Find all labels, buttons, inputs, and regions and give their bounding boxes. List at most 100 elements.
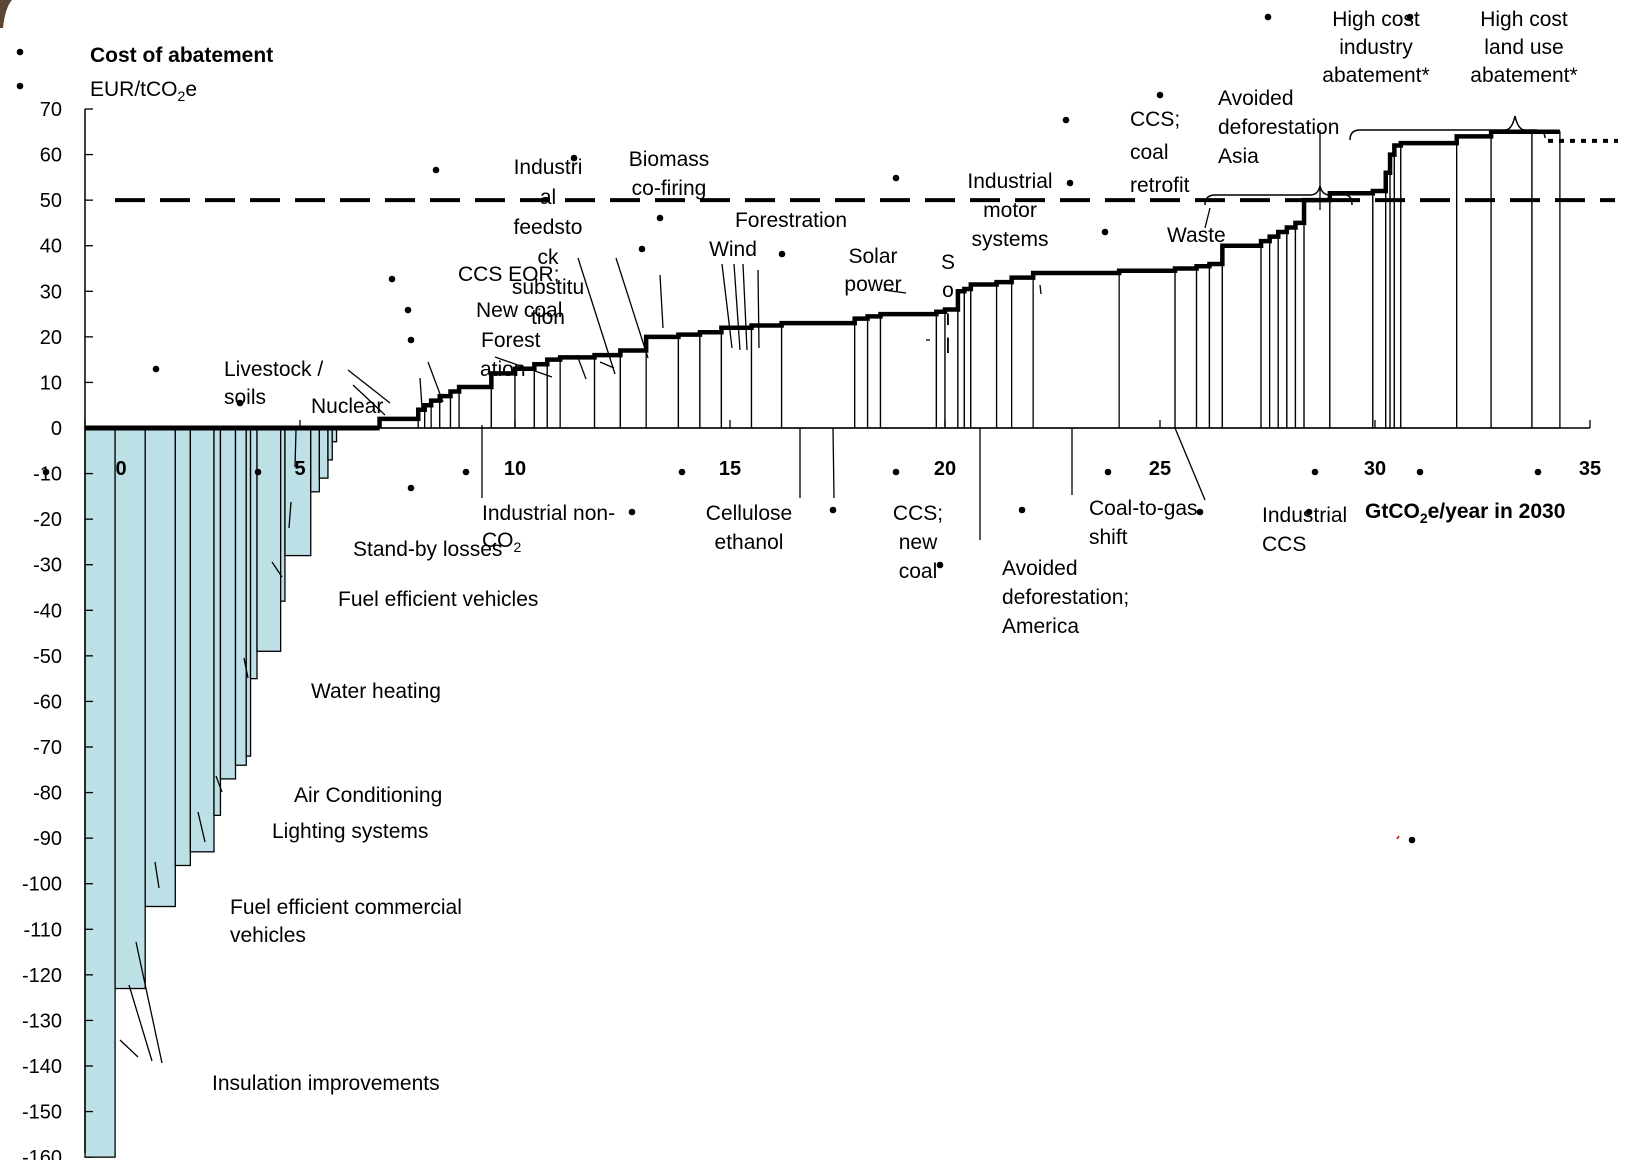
- label-line: systems: [971, 228, 1048, 251]
- label-industrial-non-co2-b: CO2: [482, 529, 522, 555]
- leader-line-7: [271, 561, 283, 578]
- cost-bar-45: [963, 288, 972, 429]
- y-tick-label: -70: [33, 737, 62, 759]
- cost-bar-42: [935, 311, 946, 429]
- labels-layer: Insulation improvements Fuel efficient co…: [16, 8, 1578, 1095]
- label-line: coal: [1130, 141, 1169, 164]
- cost-bar-50: [1118, 270, 1176, 429]
- label-avoided-deforestation-asia: Avoided deforestation Asia: [1218, 87, 1339, 168]
- axes-layer: 706050403020100-10-20-30-40-50-60-70-80-…: [22, 99, 1601, 1160]
- cost-bar-53: [1208, 263, 1223, 429]
- label-high-cost-land-use: High cost land use abatement*: [1470, 8, 1577, 87]
- bullet-dot-32: [1406, 13, 1414, 21]
- cost-bar-28: [533, 363, 548, 429]
- leader-line-22: [733, 263, 741, 351]
- bullet-dot-26: [1101, 228, 1109, 236]
- y-tick-label: -40: [33, 600, 62, 622]
- bullet-dot-9: [407, 336, 415, 344]
- label-line: CCS;: [1130, 108, 1180, 131]
- label-line: Forestration: [735, 209, 847, 232]
- cost-bar-55: [1260, 240, 1271, 429]
- cost-bar-51: [1174, 267, 1198, 429]
- label-water-heating: Water heating: [311, 680, 441, 703]
- label-forestation-1b: ation: [480, 358, 526, 381]
- label-industrial-non-co2: Industrial non-: [482, 502, 615, 525]
- cost-bar-38: [780, 322, 856, 429]
- x-tick-label: 30: [1364, 458, 1386, 480]
- label-ccs-coal-retrofit: CCS; coal retrofit: [1130, 108, 1190, 197]
- label-industrial-ccs: Industrial CCS: [1262, 504, 1347, 556]
- label-line: ck: [538, 246, 560, 269]
- cost-bar-46: [970, 283, 998, 429]
- cost-bar-14: [318, 427, 329, 479]
- chart-title: Cost of abatement: [90, 44, 273, 67]
- label-avoided-deforestation-america: Avoided deforestation; America: [1002, 557, 1129, 638]
- label-ccs-eor: CCS EOR;: [458, 263, 560, 286]
- label-fuel-efficient-vehicles: Fuel efficient vehicles: [338, 588, 538, 611]
- label-line: shift: [1089, 526, 1128, 549]
- leader-line-13: [427, 361, 444, 403]
- lines-layer: [85, 115, 1618, 1064]
- label-line: tion: [531, 306, 565, 329]
- label-line: industry: [1339, 36, 1413, 59]
- label-high-cost-industry: High cost industry abatement*: [1322, 8, 1429, 87]
- cost-bar-37: [750, 324, 783, 429]
- label-line: motor: [983, 199, 1037, 222]
- leader-line-19: [615, 257, 649, 359]
- label-line: Stand-by losses: [353, 538, 502, 561]
- leader-line-1: [135, 941, 163, 1064]
- cost-bar-34: [677, 333, 701, 429]
- x-tick-label: 15: [719, 458, 741, 480]
- y-tick-label: -140: [22, 1056, 62, 1078]
- label-line: l: [946, 335, 951, 358]
- cost-bar-59: [1294, 222, 1305, 429]
- y-tick-label: -120: [22, 965, 62, 987]
- label-stand-by-losses: Stand-by losses: [353, 538, 502, 561]
- leader-line-6: [243, 657, 249, 679]
- leader-line-23: [742, 263, 748, 351]
- bullet-dot-20: [892, 468, 900, 476]
- x-tick-label: 0: [115, 458, 126, 480]
- cost-bar-26: [490, 372, 516, 429]
- y-tick-label: -130: [22, 1010, 62, 1032]
- cost-bar-3: [174, 427, 192, 867]
- label-line: S: [941, 251, 955, 274]
- label-lighting-systems: Lighting systems: [272, 820, 428, 843]
- label-nuclear: Nuclear: [311, 395, 383, 418]
- brace-avoided-deforestation-asia: [1204, 185, 1353, 206]
- label-line: Fuel efficient vehicles: [338, 588, 538, 611]
- x-tick-label: 20: [934, 458, 956, 480]
- cost-bar-29: [546, 358, 561, 429]
- label-line: i: [946, 307, 951, 330]
- bullet-dot-18: [829, 506, 837, 514]
- label-line: Industrial: [967, 170, 1052, 193]
- label-line: Wind: [709, 238, 757, 261]
- bullet-dot-10: [432, 166, 440, 174]
- label-line: Livestock /: [224, 358, 323, 381]
- leader-line-9: [294, 429, 297, 468]
- cost-bar-30: [559, 356, 596, 429]
- label-line: Lighting systems: [272, 820, 428, 843]
- cost-bar-69: [1531, 131, 1561, 429]
- bullet-dot-2: [152, 365, 160, 373]
- cost-bar-5: [213, 427, 222, 817]
- label-ccs-new-coal: CCS; new coal: [893, 502, 943, 583]
- bullet-dot-7: [388, 275, 396, 283]
- cost-bar-66: [1400, 142, 1458, 429]
- red-mark: [1396, 835, 1400, 840]
- label-line: Waste: [1167, 224, 1226, 247]
- label-wind: Wind: [709, 238, 757, 261]
- leader-line-21: [721, 263, 733, 349]
- leader-line-3: [154, 861, 160, 889]
- bullet-dot-5: [254, 468, 262, 476]
- cost-bar-61: [1329, 192, 1374, 429]
- bullet-dot-4: [42, 468, 50, 476]
- x-tick-label: 35: [1579, 458, 1601, 480]
- bullet-dot-30: [1305, 508, 1313, 516]
- y-tick-label: 70: [40, 99, 62, 121]
- label-line: High cost: [1332, 8, 1420, 31]
- leader-line-33: [1204, 207, 1211, 229]
- cost-bar-52: [1195, 265, 1211, 429]
- label-line: Fuel efficient commercial: [230, 896, 462, 919]
- bullet-dot-24: [1066, 179, 1074, 187]
